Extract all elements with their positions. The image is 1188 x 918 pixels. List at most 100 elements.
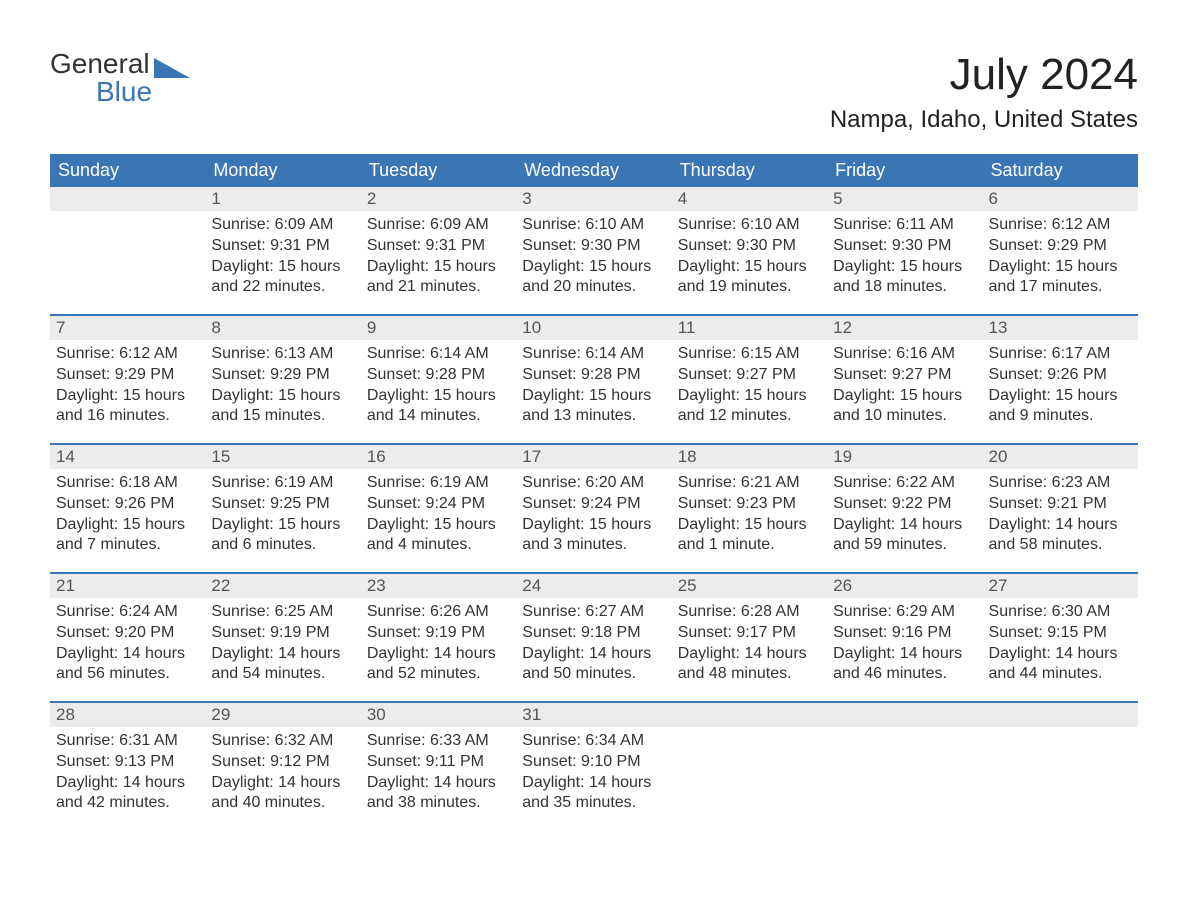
sunset-text: Sunset: 9:29 PM [211, 365, 354, 386]
calendar-day-cell: 15Sunrise: 6:19 AMSunset: 9:25 PMDayligh… [205, 445, 360, 573]
daylight-text: Daylight: 14 hours and 59 minutes. [833, 515, 976, 557]
sunset-text: Sunset: 9:30 PM [678, 236, 821, 257]
calendar-table: SundayMondayTuesdayWednesdayThursdayFrid… [50, 154, 1138, 831]
sunrise-text: Sunrise: 6:30 AM [989, 602, 1132, 623]
daylight-text: Daylight: 15 hours and 14 minutes. [367, 386, 510, 428]
day-body: Sunrise: 6:34 AMSunset: 9:10 PMDaylight:… [516, 727, 671, 826]
day-number: 3 [516, 187, 671, 211]
day-body: Sunrise: 6:11 AMSunset: 9:30 PMDaylight:… [827, 211, 982, 310]
calendar-day-cell: 5Sunrise: 6:11 AMSunset: 9:30 PMDaylight… [827, 187, 982, 315]
sunset-text: Sunset: 9:30 PM [833, 236, 976, 257]
daylight-text: Daylight: 14 hours and 35 minutes. [522, 773, 665, 815]
day-body: Sunrise: 6:22 AMSunset: 9:22 PMDaylight:… [827, 469, 982, 568]
calendar-week-row: 14Sunrise: 6:18 AMSunset: 9:26 PMDayligh… [50, 445, 1138, 573]
sunset-text: Sunset: 9:31 PM [367, 236, 510, 257]
calendar-day-cell: 31Sunrise: 6:34 AMSunset: 9:10 PMDayligh… [516, 703, 671, 831]
day-number: 14 [50, 445, 205, 469]
calendar-day-cell: 7Sunrise: 6:12 AMSunset: 9:29 PMDaylight… [50, 316, 205, 444]
day-number: 22 [205, 574, 360, 598]
header: General Blue July 2024 Nampa, Idaho, Uni… [50, 50, 1138, 134]
day-body: Sunrise: 6:18 AMSunset: 9:26 PMDaylight:… [50, 469, 205, 568]
day-number: 8 [205, 316, 360, 340]
day-number: 10 [516, 316, 671, 340]
sunset-text: Sunset: 9:18 PM [522, 623, 665, 644]
day-body: Sunrise: 6:12 AMSunset: 9:29 PMDaylight:… [50, 340, 205, 439]
weekday-header: Wednesday [516, 154, 671, 187]
weekday-header: Tuesday [361, 154, 516, 187]
day-body: Sunrise: 6:26 AMSunset: 9:19 PMDaylight:… [361, 598, 516, 697]
empty-day-header [983, 703, 1138, 727]
daylight-text: Daylight: 14 hours and 58 minutes. [989, 515, 1132, 557]
sunset-text: Sunset: 9:28 PM [367, 365, 510, 386]
sunset-text: Sunset: 9:16 PM [833, 623, 976, 644]
day-body: Sunrise: 6:23 AMSunset: 9:21 PMDaylight:… [983, 469, 1138, 568]
calendar-day-cell: 14Sunrise: 6:18 AMSunset: 9:26 PMDayligh… [50, 445, 205, 573]
day-number: 31 [516, 703, 671, 727]
calendar-week-row: 21Sunrise: 6:24 AMSunset: 9:20 PMDayligh… [50, 574, 1138, 702]
daylight-text: Daylight: 15 hours and 9 minutes. [989, 386, 1132, 428]
day-body: Sunrise: 6:13 AMSunset: 9:29 PMDaylight:… [205, 340, 360, 439]
day-body: Sunrise: 6:14 AMSunset: 9:28 PMDaylight:… [361, 340, 516, 439]
day-number: 27 [983, 574, 1138, 598]
calendar-day-cell [983, 703, 1138, 831]
sunset-text: Sunset: 9:22 PM [833, 494, 976, 515]
day-body: Sunrise: 6:30 AMSunset: 9:15 PMDaylight:… [983, 598, 1138, 697]
sunrise-text: Sunrise: 6:22 AM [833, 473, 976, 494]
day-number: 11 [672, 316, 827, 340]
daylight-text: Daylight: 15 hours and 6 minutes. [211, 515, 354, 557]
sunset-text: Sunset: 9:31 PM [211, 236, 354, 257]
calendar-day-cell: 13Sunrise: 6:17 AMSunset: 9:26 PMDayligh… [983, 316, 1138, 444]
daylight-text: Daylight: 14 hours and 54 minutes. [211, 644, 354, 686]
daylight-text: Daylight: 15 hours and 7 minutes. [56, 515, 199, 557]
weekday-header: Saturday [983, 154, 1138, 187]
daylight-text: Daylight: 15 hours and 18 minutes. [833, 257, 976, 299]
sunrise-text: Sunrise: 6:20 AM [522, 473, 665, 494]
empty-day-header [827, 703, 982, 727]
day-body: Sunrise: 6:19 AMSunset: 9:24 PMDaylight:… [361, 469, 516, 568]
sunrise-text: Sunrise: 6:28 AM [678, 602, 821, 623]
daylight-text: Daylight: 15 hours and 21 minutes. [367, 257, 510, 299]
day-body: Sunrise: 6:27 AMSunset: 9:18 PMDaylight:… [516, 598, 671, 697]
day-body: Sunrise: 6:10 AMSunset: 9:30 PMDaylight:… [516, 211, 671, 310]
sunrise-text: Sunrise: 6:14 AM [367, 344, 510, 365]
sunrise-text: Sunrise: 6:12 AM [56, 344, 199, 365]
sunset-text: Sunset: 9:24 PM [367, 494, 510, 515]
calendar-day-cell: 2Sunrise: 6:09 AMSunset: 9:31 PMDaylight… [361, 187, 516, 315]
calendar-day-cell: 6Sunrise: 6:12 AMSunset: 9:29 PMDaylight… [983, 187, 1138, 315]
logo-word-general: General [50, 50, 150, 78]
sunrise-text: Sunrise: 6:31 AM [56, 731, 199, 752]
calendar-day-cell: 22Sunrise: 6:25 AMSunset: 9:19 PMDayligh… [205, 574, 360, 702]
calendar-day-cell [827, 703, 982, 831]
daylight-text: Daylight: 15 hours and 12 minutes. [678, 386, 821, 428]
day-body: Sunrise: 6:31 AMSunset: 9:13 PMDaylight:… [50, 727, 205, 826]
logo: General Blue [50, 50, 190, 106]
calendar-day-cell [672, 703, 827, 831]
day-body: Sunrise: 6:20 AMSunset: 9:24 PMDaylight:… [516, 469, 671, 568]
calendar-day-cell: 11 Sunrise: 6:15 AMSunset: 9:27 PMDayligh… [672, 316, 827, 444]
daylight-text: Daylight: 14 hours and 38 minutes. [367, 773, 510, 815]
flag-icon [154, 58, 190, 78]
day-body: Sunrise: 6:24 AMSunset: 9:20 PMDaylight:… [50, 598, 205, 697]
weekday-header: Sunday [50, 154, 205, 187]
day-number: 9 [361, 316, 516, 340]
calendar-day-cell: 26Sunrise: 6:29 AMSunset: 9:16 PMDayligh… [827, 574, 982, 702]
sunrise-text: Sunrise: 6:15 AM [678, 344, 821, 365]
calendar-day-cell [50, 187, 205, 315]
daylight-text: Daylight: 14 hours and 42 minutes. [56, 773, 199, 815]
calendar-day-cell: 23Sunrise: 6:26 AMSunset: 9:19 PMDayligh… [361, 574, 516, 702]
sunrise-text: Sunrise: 6:11 AM [833, 215, 976, 236]
day-body: Sunrise: 6:16 AMSunset: 9:27 PMDaylight:… [827, 340, 982, 439]
sunset-text: Sunset: 9:24 PM [522, 494, 665, 515]
sunrise-text: Sunrise: 6:14 AM [522, 344, 665, 365]
calendar-day-cell: 16Sunrise: 6:19 AMSunset: 9:24 PMDayligh… [361, 445, 516, 573]
day-body: Sunrise: 6:09 AMSunset: 9:31 PMDaylight:… [205, 211, 360, 310]
weekday-header: Monday [205, 154, 360, 187]
calendar-day-cell: 3Sunrise: 6:10 AMSunset: 9:30 PMDaylight… [516, 187, 671, 315]
sunset-text: Sunset: 9:27 PM [678, 365, 821, 386]
day-body: Sunrise: 6:14 AMSunset: 9:28 PMDaylight:… [516, 340, 671, 439]
day-number: 17 [516, 445, 671, 469]
sunrise-text: Sunrise: 6:23 AM [989, 473, 1132, 494]
sunrise-text: Sunrise: 6:13 AM [211, 344, 354, 365]
day-number: 5 [827, 187, 982, 211]
daylight-text: Daylight: 15 hours and 13 minutes. [522, 386, 665, 428]
